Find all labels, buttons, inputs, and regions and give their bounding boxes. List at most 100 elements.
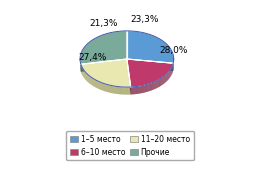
Polygon shape xyxy=(132,87,133,94)
Polygon shape xyxy=(92,78,93,86)
Polygon shape xyxy=(126,87,127,95)
Polygon shape xyxy=(134,87,135,94)
Polygon shape xyxy=(165,75,166,83)
Polygon shape xyxy=(147,84,148,92)
Polygon shape xyxy=(124,87,125,95)
Polygon shape xyxy=(144,85,145,93)
Polygon shape xyxy=(127,87,128,95)
Polygon shape xyxy=(150,83,151,91)
Polygon shape xyxy=(100,82,101,90)
Polygon shape xyxy=(127,59,173,71)
Polygon shape xyxy=(101,82,102,90)
Polygon shape xyxy=(130,87,131,94)
Polygon shape xyxy=(86,73,87,81)
Polygon shape xyxy=(115,86,116,94)
Polygon shape xyxy=(108,85,109,93)
Polygon shape xyxy=(164,76,165,84)
Polygon shape xyxy=(122,87,123,94)
Polygon shape xyxy=(89,76,90,84)
Polygon shape xyxy=(84,71,85,78)
Polygon shape xyxy=(149,84,150,91)
Polygon shape xyxy=(156,81,157,88)
Polygon shape xyxy=(114,86,115,94)
Polygon shape xyxy=(123,87,124,94)
Polygon shape xyxy=(120,87,121,94)
Polygon shape xyxy=(81,59,127,72)
Polygon shape xyxy=(96,80,97,88)
Polygon shape xyxy=(107,84,108,92)
Polygon shape xyxy=(95,80,96,87)
Polygon shape xyxy=(121,87,122,94)
Polygon shape xyxy=(127,59,173,71)
Polygon shape xyxy=(117,86,118,94)
Polygon shape xyxy=(129,87,130,95)
Polygon shape xyxy=(135,87,136,94)
Polygon shape xyxy=(136,86,137,94)
Polygon shape xyxy=(127,59,131,94)
Polygon shape xyxy=(116,86,117,94)
Polygon shape xyxy=(102,83,103,91)
Polygon shape xyxy=(168,71,169,79)
Text: 28,0%: 28,0% xyxy=(159,46,188,55)
Polygon shape xyxy=(106,84,107,92)
Polygon shape xyxy=(103,83,104,91)
Polygon shape xyxy=(142,85,143,93)
Polygon shape xyxy=(88,75,89,83)
Polygon shape xyxy=(90,77,91,84)
Polygon shape xyxy=(137,86,138,94)
Polygon shape xyxy=(113,86,114,93)
Polygon shape xyxy=(93,78,94,86)
Polygon shape xyxy=(133,87,134,94)
Polygon shape xyxy=(125,87,126,95)
Polygon shape xyxy=(105,84,106,92)
Polygon shape xyxy=(98,81,99,89)
Polygon shape xyxy=(112,86,113,93)
Polygon shape xyxy=(94,79,95,87)
Polygon shape xyxy=(163,76,164,84)
Polygon shape xyxy=(104,84,105,91)
Polygon shape xyxy=(131,87,132,94)
Text: 21,3%: 21,3% xyxy=(89,19,117,28)
Polygon shape xyxy=(118,87,119,94)
Legend: 1–5 место, 6–10 место, 11–20 место, Прочие: 1–5 место, 6–10 место, 11–20 место, Проч… xyxy=(66,131,194,160)
Polygon shape xyxy=(138,86,139,94)
Polygon shape xyxy=(158,80,159,87)
Text: 23,3%: 23,3% xyxy=(130,15,159,24)
Polygon shape xyxy=(151,83,152,91)
Polygon shape xyxy=(81,59,127,72)
Polygon shape xyxy=(143,85,144,93)
Polygon shape xyxy=(84,71,85,79)
Text: 27,4%: 27,4% xyxy=(78,53,107,62)
Polygon shape xyxy=(161,78,162,86)
Polygon shape xyxy=(140,86,141,93)
Polygon shape xyxy=(157,80,158,88)
Polygon shape xyxy=(111,86,112,93)
Polygon shape xyxy=(97,81,98,89)
Polygon shape xyxy=(160,78,161,86)
Polygon shape xyxy=(109,85,110,93)
Polygon shape xyxy=(80,31,127,64)
Polygon shape xyxy=(99,82,100,89)
Polygon shape xyxy=(81,59,131,87)
Polygon shape xyxy=(152,82,153,90)
Polygon shape xyxy=(85,72,86,80)
Polygon shape xyxy=(127,31,174,63)
Polygon shape xyxy=(119,87,120,94)
Polygon shape xyxy=(155,81,156,89)
Polygon shape xyxy=(153,82,154,90)
Polygon shape xyxy=(139,86,140,94)
Polygon shape xyxy=(148,84,149,91)
Polygon shape xyxy=(166,74,167,82)
Polygon shape xyxy=(141,86,142,93)
Polygon shape xyxy=(110,85,111,93)
Polygon shape xyxy=(145,85,146,92)
Polygon shape xyxy=(159,79,160,87)
Polygon shape xyxy=(167,73,168,81)
Polygon shape xyxy=(87,74,88,82)
Polygon shape xyxy=(146,85,147,92)
Polygon shape xyxy=(83,69,84,77)
Polygon shape xyxy=(91,77,92,85)
Polygon shape xyxy=(128,87,129,95)
Polygon shape xyxy=(169,71,170,78)
Polygon shape xyxy=(127,59,131,94)
